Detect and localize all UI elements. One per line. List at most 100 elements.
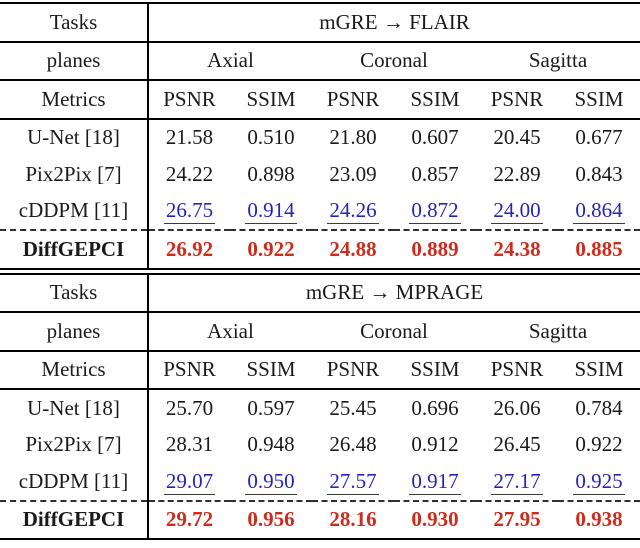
second-best-value: 26.75 [163,198,216,225]
metric-value: 27.17 [476,463,558,501]
method-row-pix2pix: Pix2Pix [7] 24.22 0.898 23.09 0.857 22.8… [0,156,640,193]
best-value: 0.922 [230,229,312,269]
method-label: Pix2Pix [7] [0,156,149,193]
method-row-cddpm: cDDPM [11] 29.07 0.950 27.57 0.917 27.17… [0,463,640,501]
best-value: 24.88 [312,229,394,269]
method-label: cDDPM [11] [0,192,149,230]
metric-value: 24.00 [476,193,558,231]
metrics-row: Metrics PSNR SSIM PSNR SSIM PSNR SSIM [0,80,640,120]
metric-value: 0.857 [411,161,459,186]
metric-value: 0.925 [558,463,640,501]
metric-col-header: PSNR [148,350,230,390]
metric-value: 26.45 [493,432,541,457]
metric-value: 0.597 [247,395,295,420]
task-title-cell: mGRE → MPRAGE [148,273,640,313]
metrics-row: Metrics PSNR SSIM PSNR SSIM PSNR SSIM [0,350,640,390]
method-row-cddpm: cDDPM [11] 26.75 0.914 24.26 0.872 24.00… [0,192,640,231]
metric-value: 0.914 [230,193,312,231]
metric-value: 24.26 [312,193,394,231]
method-row-unet: U-Net [18] 25.70 0.597 25.45 0.696 26.06… [0,389,640,427]
metric-value: 29.07 [148,463,230,501]
metric-col-header: SSIM [394,350,476,390]
metric-value: 0.607 [411,125,459,150]
metric-col-header: SSIM [230,80,312,120]
metric-value: 0.677 [575,125,623,150]
metric-col-header: PSNR [312,350,394,390]
plane-coronal-cell: Coronal [312,312,476,352]
metric-col-header: SSIM [394,80,476,120]
metric-col-header: PSNR [312,80,394,120]
method-row-diffgepci: DiffGEPCI 26.92 0.922 24.88 0.889 24.38 … [0,229,640,269]
metrics-header-cell: Metrics [0,80,149,120]
best-value: 28.16 [312,499,394,539]
method-row-diffgepci: DiffGEPCI 29.72 0.956 28.16 0.930 27.95 … [0,499,640,539]
best-value: 27.95 [476,499,558,539]
metric-value: 20.45 [493,125,541,150]
second-best-value: 0.872 [409,198,461,225]
metric-value: 22.89 [493,161,541,186]
second-best-value: 0.914 [245,198,297,225]
metric-value: 27.57 [312,463,394,501]
best-value: 0.956 [230,499,312,539]
plane-sagitta-cell: Sagitta [476,41,640,81]
results-table-mprage: Tasks mGRE → MPRAGE planes Axial Coronal… [0,272,640,540]
metrics-header-cell: Metrics [0,350,149,390]
second-best-value: 0.864 [573,198,625,225]
plane-axial-cell: Axial [148,312,312,352]
metric-value: 0.950 [230,463,312,501]
method-label: cDDPM [11] [0,463,149,501]
metric-col-header: SSIM [558,350,640,390]
plane-coronal-cell: Coronal [312,41,476,81]
metric-value: 26.75 [148,193,230,231]
tasks-row: Tasks mGRE → MPRAGE [0,273,640,313]
planes-row: planes Axial Coronal Sagitta [0,41,640,81]
metric-value: 0.510 [247,125,295,150]
metric-value: 0.948 [247,432,295,457]
best-value: 0.889 [394,229,476,269]
metric-col-header: PSNR [148,80,230,120]
plane-sagitta-cell: Sagitta [476,312,640,352]
second-best-value: 27.17 [491,468,543,495]
planes-row: planes Axial Coronal Sagitta [0,312,640,352]
metric-value: 0.912 [411,432,459,457]
second-best-value: 0.917 [409,468,461,495]
metric-value: 0.864 [558,193,640,231]
best-value: 29.72 [148,499,230,539]
second-best-value: 24.00 [491,198,543,225]
metric-value: 21.80 [329,125,377,150]
tasks-row: Tasks mGRE → FLAIR [0,3,640,43]
second-best-value: 27.57 [327,468,379,495]
method-row-pix2pix: Pix2Pix [7] 28.31 0.948 26.48 0.912 26.4… [0,426,640,463]
metric-col-header: PSNR [476,80,558,120]
planes-header-cell: planes [0,312,149,352]
metric-value: 25.45 [329,395,377,420]
metric-value: 26.06 [493,395,541,420]
metric-value: 0.872 [394,193,476,231]
method-label: DiffGEPCI [0,499,149,539]
task-title-cell: mGRE → FLAIR [148,3,640,43]
metric-value: 25.70 [165,395,214,420]
plane-axial-cell: Axial [148,41,312,81]
best-value: 0.885 [558,229,640,269]
metric-value: 24.22 [165,161,214,186]
method-label: U-Net [18] [0,118,149,156]
metric-value: 21.58 [165,125,214,150]
best-value: 0.930 [394,499,476,539]
method-label: Pix2Pix [7] [0,426,149,463]
second-best-value: 24.26 [327,198,379,225]
metric-value: 0.922 [575,432,623,457]
method-label: U-Net [18] [0,389,149,427]
metric-col-header: PSNR [476,350,558,390]
second-best-value: 0.950 [245,468,297,495]
metric-value: 0.784 [575,395,623,420]
metric-value: 0.696 [411,395,459,420]
metric-value: 0.917 [394,463,476,501]
metric-col-header: SSIM [558,80,640,120]
results-table-flair: Tasks mGRE → FLAIR planes Axial Coronal … [0,2,640,270]
method-row-unet: U-Net [18] 21.58 0.510 21.80 0.607 20.45… [0,118,640,156]
best-value: 26.92 [148,229,230,269]
metric-value: 23.09 [329,161,377,186]
second-best-value: 29.07 [163,468,216,495]
metric-value: 0.898 [247,161,295,186]
